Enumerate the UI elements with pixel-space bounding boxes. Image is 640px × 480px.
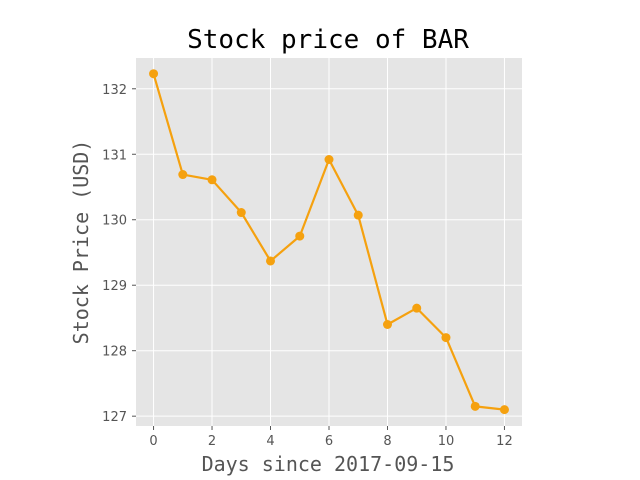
chart-title: Stock price of BAR (187, 25, 469, 55)
x-tick-label: 4 (266, 434, 274, 449)
x-tick-label: 2 (208, 434, 216, 449)
y-axis-label: Stock Price (USD) (69, 140, 93, 345)
x-tick-label: 12 (496, 434, 513, 449)
x-tick-label: 10 (438, 434, 455, 449)
data-point (470, 401, 480, 411)
data-point (499, 405, 509, 415)
price-series (149, 69, 509, 415)
y-tick-label: 130 (102, 214, 127, 229)
grid-lines (136, 58, 522, 426)
data-point (295, 231, 305, 241)
data-point (207, 175, 217, 185)
data-point (178, 170, 188, 180)
x-tick-label: 0 (149, 434, 157, 449)
data-point (412, 303, 422, 313)
axis-ticks: 0 2 4 6 8 10 12 127 128 129 130 131 132 (102, 83, 513, 449)
x-tick-label: 8 (383, 434, 391, 449)
y-tick-label: 131 (102, 148, 127, 163)
data-point (236, 208, 246, 218)
data-point (266, 256, 276, 266)
x-axis-label: Days since 2017-09-15 (202, 452, 455, 476)
y-tick-label: 132 (102, 83, 127, 98)
y-tick-label: 129 (102, 279, 127, 294)
data-point (382, 320, 392, 330)
y-tick-label: 128 (102, 345, 127, 360)
data-point (149, 69, 159, 79)
data-point (353, 210, 363, 220)
x-tick-label: 6 (325, 434, 333, 449)
y-tick-label: 127 (102, 410, 127, 425)
data-point (441, 333, 451, 343)
data-point (324, 154, 334, 164)
